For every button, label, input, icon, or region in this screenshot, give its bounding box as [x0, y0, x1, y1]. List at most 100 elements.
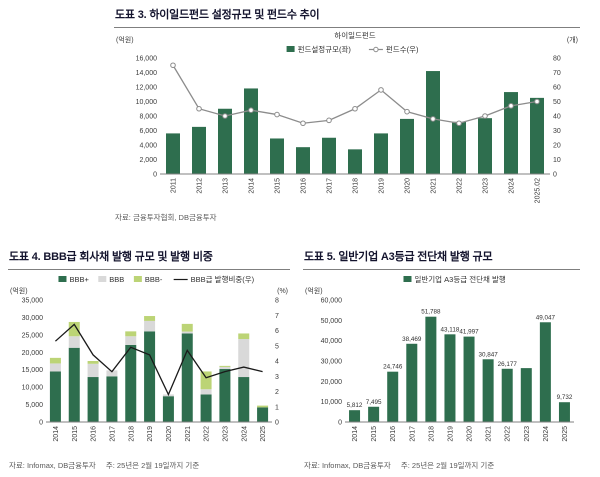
y-tick-right: 40 [553, 114, 561, 121]
x-tick-label: 2020 [166, 426, 173, 442]
bar-segment [530, 97, 544, 174]
y-tick-left: 20,000 [22, 350, 44, 357]
legend-label: BBB급 발행비중(우) [191, 274, 255, 284]
y-tick-right: 30 [553, 128, 561, 135]
line-marker [508, 103, 514, 109]
line-marker [300, 120, 306, 127]
bar-segment [426, 71, 440, 174]
unit-right-label: (개) [567, 35, 578, 44]
bar-segment [374, 133, 388, 174]
x-tick-label: 2016 [91, 426, 98, 442]
x-tick-label: 2017 [109, 426, 116, 442]
legend-label: 펀드수(우) [386, 45, 419, 54]
bar-segment [125, 336, 137, 345]
bar-segment [238, 339, 250, 378]
bar-segment [162, 396, 174, 422]
bar-segment [166, 133, 180, 174]
x-tick-label: 2015 [275, 178, 282, 194]
section-highyield-fund: 도표 3. 하이일드펀드 설정규모 및 펀드수 추이 (억원) (개) 하이일드펀드… [114, 6, 580, 223]
bar-segment [200, 394, 212, 422]
chart5-note-text: 주: 25년은 2월 19일까지 기준 [400, 461, 495, 470]
y-tick-left: 0 [39, 420, 43, 427]
x-tick-label: 2019 [379, 178, 386, 194]
y-tick-right: 3 [275, 374, 279, 381]
bar-value-label: 5,812 [347, 402, 363, 409]
bar-value-label: 41,997 [459, 329, 479, 336]
y-tick-left: 25,000 [22, 332, 44, 339]
y-tick-left: 50,000 [321, 318, 343, 325]
bar-segment [238, 377, 250, 422]
bar-segment [181, 331, 193, 334]
legend-swatch [286, 46, 295, 52]
bar-segment [200, 371, 212, 390]
y-tick-left: 4,000 [139, 143, 157, 150]
y-tick-right: 6 [275, 328, 279, 335]
line-marker [404, 108, 410, 115]
y-tick-left: 40,000 [321, 338, 343, 345]
y-tick-left: 60,000 [321, 298, 343, 305]
bar-segment [296, 147, 310, 174]
chart3-title: 도표 3. 하이일드펀드 설정규모 및 펀드수 추이 [114, 6, 580, 28]
bar-segment [49, 363, 61, 372]
line-marker [456, 120, 462, 127]
x-tick-label: 2015 [72, 426, 79, 442]
bar-segment [87, 377, 99, 422]
legend-swatch [98, 276, 107, 282]
x-tick-label: 2011 [171, 178, 178, 193]
bar-segment [49, 357, 61, 364]
x-tick-label: 2014 [53, 426, 60, 442]
y-tick-left: 12,000 [136, 85, 158, 92]
line-marker [248, 107, 254, 113]
y-tick-right: 4 [275, 359, 279, 366]
bar-value-label: 26,177 [498, 361, 518, 368]
x-tick-label: 2013 [223, 178, 230, 194]
bar-segment [219, 365, 231, 367]
y-tick-left: 10,000 [321, 399, 343, 406]
x-tick-label: 2021 [486, 426, 493, 442]
bar-segment [406, 343, 418, 422]
bar-segment [218, 108, 232, 174]
x-tick-label: 2022 [204, 426, 211, 442]
x-tick-label: 2017 [409, 426, 416, 442]
x-tick-label: 2024 [543, 426, 550, 442]
bar-segment [257, 405, 269, 408]
unit-left-label: (억원) [116, 35, 134, 44]
y-tick-left: 20,000 [321, 379, 343, 386]
line-marker [534, 98, 540, 105]
x-tick-label: 2019 [147, 426, 154, 442]
y-tick-left: 14,000 [136, 70, 158, 77]
x-tick-label: 2021 [431, 178, 438, 194]
x-tick-label: 2019 [447, 426, 454, 442]
x-tick-label: 2018 [128, 426, 135, 442]
x-tick-label: 2023 [222, 426, 229, 442]
line-marker [274, 111, 280, 118]
line-marker [170, 62, 176, 69]
bar-segment [478, 118, 492, 174]
bar-segment [520, 368, 532, 422]
y-tick-left: 8,000 [139, 114, 157, 121]
a3-stb-chart: (억원) 일반기업 A3등급 전단채 발행 0 10,000 20,000 30,000 4… [305, 274, 574, 442]
bar-segment [244, 88, 258, 174]
line-marker [326, 117, 332, 124]
x-tick-label: 2022 [505, 426, 512, 442]
line-marker [352, 105, 358, 112]
x-tick-label: 2025.02 [535, 178, 542, 203]
x-tick-label: 2024 [509, 178, 516, 194]
x-tick-label: 2025 [260, 426, 267, 442]
bar-value-label: 49,047 [536, 314, 556, 321]
x-tick-label: 2018 [353, 178, 360, 194]
bar-value-label: 43,118 [441, 326, 460, 333]
chart3-source-text: 자료: 금융투자협회, DB금융투자 [115, 213, 217, 222]
legend-label: BBB+ [69, 275, 89, 284]
chart3-canvas: (억원) (개) 하이일드펀드 펀드설정규모(좌) 펀드수(우) 0 2,000 4,000 6… [114, 28, 580, 210]
bar-segment [192, 126, 206, 174]
y-tick-right: 10 [553, 157, 561, 164]
y-tick-right: 8 [275, 298, 279, 305]
bar-segment [349, 410, 361, 422]
bar-segment [200, 389, 212, 395]
bar-value-label: 7,495 [366, 399, 382, 406]
bar-segment [501, 368, 513, 422]
y-tick-right: 0 [553, 172, 557, 179]
